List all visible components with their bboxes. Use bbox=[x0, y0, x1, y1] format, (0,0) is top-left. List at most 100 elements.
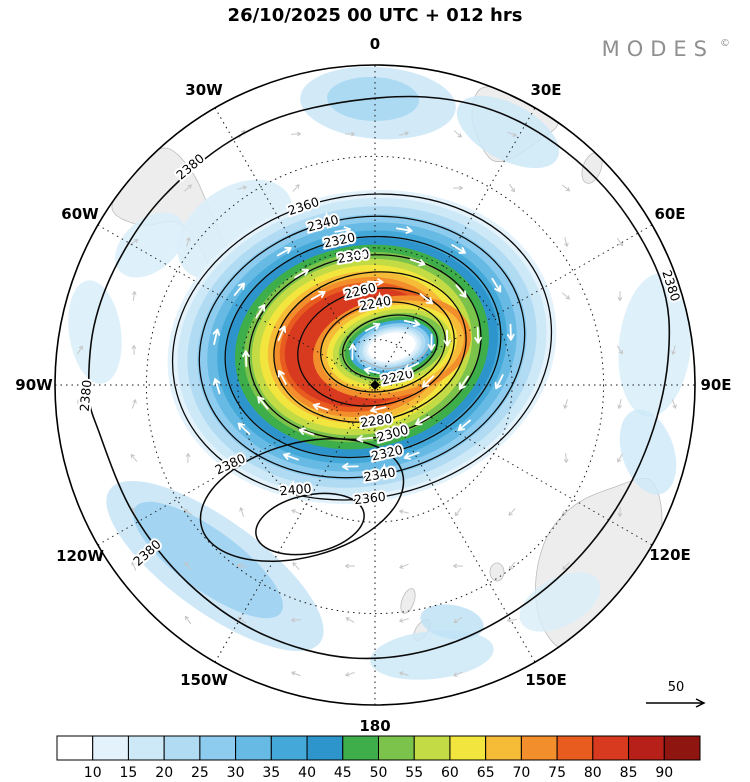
wind-arrow bbox=[396, 226, 413, 234]
longitude-label: 150W bbox=[180, 671, 228, 689]
colorbar-cell bbox=[592, 735, 630, 761]
wind-arrow bbox=[616, 237, 624, 247]
colorbar-cell bbox=[628, 735, 665, 761]
wind-arrow bbox=[237, 563, 247, 568]
wind-arrow bbox=[564, 237, 569, 247]
wind-arrow bbox=[562, 562, 570, 570]
wind-arrow bbox=[561, 508, 571, 516]
contour-2300 bbox=[248, 254, 482, 440]
contour-2380 bbox=[87, 95, 671, 660]
wind-arrow bbox=[294, 268, 309, 279]
chart-title: 26/10/2025 00 UTC + 012 hrs bbox=[228, 5, 523, 26]
wind-arrow bbox=[422, 375, 435, 388]
latitude-circle bbox=[328, 338, 422, 432]
colorbar-tick-label: 40 bbox=[298, 765, 316, 781]
colorbar-cell bbox=[378, 735, 415, 761]
wind-arrow bbox=[298, 427, 315, 436]
colorbar-tick-label: 20 bbox=[155, 765, 173, 781]
wind-arrow bbox=[77, 345, 83, 355]
wind-arrow bbox=[277, 370, 287, 385]
wind-speed-patch bbox=[619, 409, 677, 495]
wind-arrow bbox=[451, 244, 466, 254]
wind-arrow bbox=[130, 454, 138, 462]
wind-arrow bbox=[617, 291, 623, 301]
antarctic-coastline bbox=[361, 341, 433, 369]
wind-arrow bbox=[292, 184, 300, 192]
reference-arrow bbox=[646, 698, 706, 708]
contour-2240 bbox=[320, 301, 446, 393]
wind-arrow bbox=[363, 367, 381, 375]
wind-arrow bbox=[370, 405, 387, 414]
wind-arrow bbox=[364, 322, 381, 332]
contour-2340 bbox=[198, 215, 526, 479]
wind-arrow bbox=[443, 329, 452, 347]
wind-arrow bbox=[454, 507, 462, 517]
colorbar-cell bbox=[270, 735, 308, 761]
colorbar-cell bbox=[92, 735, 129, 761]
colorbar-tick-label: 65 bbox=[477, 765, 495, 781]
longitude-labels: 0 30E 60E 90E 120E 150E 180 150W 120W 90W 60W 30W bbox=[15, 35, 731, 735]
colorbar-cell bbox=[556, 735, 594, 761]
wind-arrow bbox=[233, 282, 245, 296]
wind-arrow bbox=[419, 293, 434, 305]
wind-arrow bbox=[453, 563, 463, 569]
wind-arrow bbox=[562, 292, 570, 300]
colorbar-tick-label: 25 bbox=[191, 765, 209, 781]
wind-arrow bbox=[277, 325, 287, 342]
wind-arrow bbox=[212, 328, 221, 345]
longitude-label: 120W bbox=[56, 547, 104, 565]
colorbar-tick-label: 15 bbox=[119, 765, 137, 781]
wind-arrow bbox=[399, 509, 409, 514]
wind-arrow bbox=[184, 615, 192, 625]
wind-arrow bbox=[453, 671, 463, 677]
wind-arrow bbox=[132, 399, 137, 409]
longitude-label: 60E bbox=[654, 205, 685, 223]
wind-arrow bbox=[494, 374, 504, 390]
wind-arrow bbox=[350, 251, 368, 259]
colorbar-cell bbox=[413, 735, 451, 761]
wind-arrow bbox=[415, 415, 430, 426]
colorbar: 10 15 20 25 30 35 40 45 50 55 60 65 70 75 80 85 90 bbox=[56, 735, 701, 781]
latitude-circle bbox=[145, 155, 605, 615]
wind-arrow bbox=[617, 345, 623, 355]
colorbar-tick-label: 70 bbox=[512, 765, 530, 781]
longitude-label: 90W bbox=[15, 376, 53, 394]
wind-arrow bbox=[399, 563, 409, 569]
wind-arrow bbox=[255, 304, 266, 319]
wind-arrow bbox=[491, 277, 502, 293]
colorbar-cell bbox=[663, 735, 701, 761]
colorbar-tick-label: 85 bbox=[620, 765, 638, 781]
longitude-label: 30E bbox=[530, 81, 561, 99]
wind-arrow bbox=[129, 239, 139, 245]
wind-arrow bbox=[283, 452, 299, 461]
wind-speed-patch bbox=[370, 630, 494, 680]
wind-arrow bbox=[242, 350, 250, 368]
wind-arrow bbox=[509, 183, 515, 193]
wind-arrow bbox=[617, 399, 622, 409]
contour-2260 bbox=[297, 287, 455, 407]
wind-arrow bbox=[212, 378, 221, 395]
wind-arrow bbox=[671, 345, 676, 355]
colorbar-cell bbox=[485, 735, 522, 761]
colorbar-cell bbox=[56, 735, 94, 761]
wind-speed-patch bbox=[68, 280, 122, 384]
colorbar-tick-label: 35 bbox=[262, 765, 280, 781]
wind-arrow bbox=[345, 672, 355, 677]
contour-2220 bbox=[341, 314, 439, 380]
wind-arrow bbox=[291, 131, 301, 137]
colorbar-cell bbox=[163, 735, 201, 761]
longitude-label: 180 bbox=[359, 717, 390, 735]
wind-arrow bbox=[257, 396, 269, 410]
wind-arrow bbox=[345, 131, 355, 137]
wind-arrow bbox=[507, 617, 517, 623]
contour-lines bbox=[87, 95, 671, 660]
longitude-label: 90E bbox=[700, 376, 731, 394]
wind-arrow bbox=[237, 185, 247, 190]
island bbox=[400, 588, 416, 614]
colorbar-tick-label: 60 bbox=[441, 765, 459, 781]
wind-arrow bbox=[474, 326, 482, 344]
reference-vector-label: 50 bbox=[668, 680, 685, 695]
wind-arrow bbox=[345, 563, 355, 569]
wind-arrow bbox=[291, 617, 301, 623]
